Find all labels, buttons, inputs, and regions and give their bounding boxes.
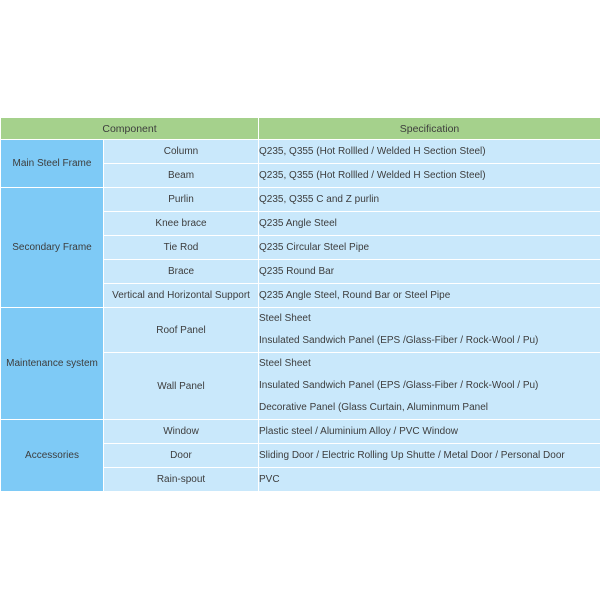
table-row: Accessories Window Plastic steel / Alumini…	[0, 419, 600, 492]
table-row: Vertical and Horizontal Support Q235 Angl…	[1, 283, 600, 308]
spec-line: Q235, Q355 C and Z purlin	[259, 193, 380, 205]
spec-line: Plastic steel / Aluminium Alloy / PVC Wi…	[259, 425, 458, 437]
table-row: Beam Q235, Q355 (Hot Rollled / Welded H S…	[1, 163, 600, 188]
table-row: Tie Rod Q235 Circular Steel Pipe	[1, 235, 600, 260]
spec-cell: Steel Sheet Insulated Sandwich Panel (EPS…	[258, 352, 600, 420]
spec-line: Q235 Angle Steel, Round Bar or Steel Pip…	[259, 289, 451, 301]
spec-line: Steel Sheet	[259, 358, 311, 369]
component-cell: Brace	[102, 259, 260, 284]
table-row: Brace Q235 Round Bar	[1, 259, 600, 284]
spec-cell: PVC	[258, 467, 600, 492]
spec-cell: Q235, Q355 C and Z purlin	[258, 187, 600, 212]
spec-line: Q235 Angle Steel	[259, 217, 337, 229]
component-header: Component	[0, 117, 260, 140]
table-row: Maintenance system Roof Panel Steel Sheet I…	[0, 307, 600, 420]
spec-line: Q235 Round Bar	[259, 265, 335, 277]
spec-line: Q235 Circular Steel Pipe	[259, 241, 370, 253]
table-row: Door Sliding Door / Electric Rolling Up S…	[1, 443, 600, 468]
component-cell: Rain-spout	[102, 467, 260, 492]
spec-cell: Sliding Door / Electric Rolling Up Shutt…	[258, 443, 600, 468]
spec-line: Q235, Q355 (Hot Rollled / Welded H Secti…	[259, 145, 486, 157]
table-header-row: Component Specification	[0, 117, 600, 140]
component-cell: Column	[102, 139, 260, 164]
spec-cell: Q235 Angle Steel	[258, 211, 600, 236]
component-cell: Roof Panel	[102, 307, 260, 353]
spec-line: Decorative Panel (Glass Curtain, Aluminm…	[259, 402, 488, 413]
spec-line: Insulated Sandwich Panel (EPS /Glass-Fib…	[259, 335, 539, 346]
spec-cell: Q235 Angle Steel, Round Bar or Steel Pip…	[258, 283, 600, 308]
specification-header: Specification	[258, 117, 600, 140]
component-cell: Window	[102, 419, 260, 444]
component-cell: Beam	[102, 163, 260, 188]
group-cell: Main Steel Frame	[0, 139, 104, 188]
table-row: Wall Panel Steel Sheet Insulated Sandwich …	[1, 352, 600, 420]
spec-cell: Steel Sheet Insulated Sandwich Panel (EPS…	[258, 307, 600, 353]
component-cell: Vertical and Horizontal Support	[102, 283, 260, 308]
component-cell: Knee brace	[102, 211, 260, 236]
spec-table: Component Specification Main Steel Frame…	[0, 117, 600, 492]
component-cell: Wall Panel	[102, 352, 260, 420]
table-row: Secondary Frame Purlin Q235, Q355 C and Z …	[0, 187, 600, 308]
spec-cell: Q235 Round Bar	[258, 259, 600, 284]
spec-cell: Q235, Q355 (Hot Rollled / Welded H Secti…	[258, 163, 600, 188]
group-cell: Secondary Frame	[0, 187, 104, 308]
group-cell: Accessories	[0, 419, 104, 492]
table-row: Main Steel Frame Column Q235, Q355 (Hot Ro…	[0, 139, 600, 188]
component-cell: Door	[102, 443, 260, 468]
group-cell: Maintenance system	[0, 307, 104, 420]
spec-line: Insulated Sandwich Panel (EPS /Glass-Fib…	[259, 380, 539, 391]
spec-line: Steel Sheet	[259, 313, 311, 324]
spec-cell: Plastic steel / Aluminium Alloy / PVC Wi…	[258, 419, 600, 444]
spec-cell: Q235 Circular Steel Pipe	[258, 235, 600, 260]
spec-table-body: Main Steel Frame Column Q235, Q355 (Hot Ro…	[0, 139, 600, 492]
table-row: Knee brace Q235 Angle Steel	[1, 211, 600, 236]
spec-cell: Q235, Q355 (Hot Rollled / Welded H Secti…	[258, 139, 600, 164]
component-cell: Tie Rod	[102, 235, 260, 260]
spec-line: Q235, Q355 (Hot Rollled / Welded H Secti…	[259, 169, 486, 181]
component-cell: Purlin	[102, 187, 260, 212]
spec-line: PVC	[259, 473, 280, 485]
spec-line: Sliding Door / Electric Rolling Up Shutt…	[259, 449, 565, 461]
